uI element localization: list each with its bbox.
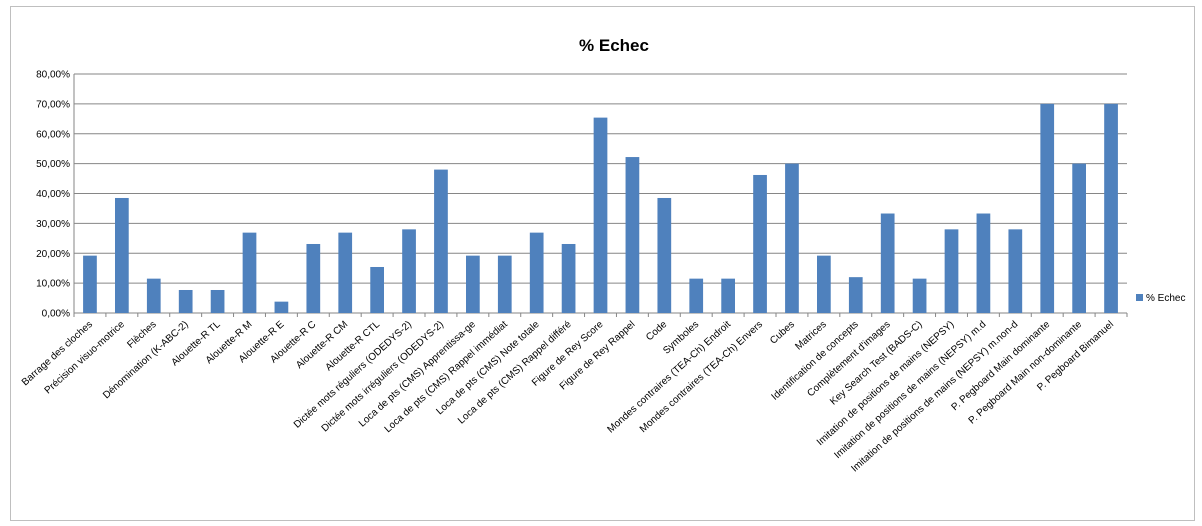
bar: [721, 278, 735, 313]
y-tick-label: 50,00%: [36, 159, 70, 170]
bar: [146, 278, 161, 313]
bar: [689, 278, 704, 313]
bar: [434, 169, 448, 313]
bar: [242, 232, 257, 313]
x-category-label: Cubes: [768, 319, 797, 347]
bar: [210, 289, 225, 313]
x-category-label: Alouette-R CTL: [324, 319, 383, 374]
bar: [817, 255, 831, 313]
bar: [306, 243, 321, 313]
legend-label: % Echec: [1146, 293, 1185, 304]
bar: [912, 278, 927, 313]
y-tick-label: 60,00%: [36, 129, 70, 140]
bars: [83, 103, 1118, 314]
bar: [1040, 103, 1055, 313]
x-category-label: Loca de pts (CMS) Apprentissa-ge: [357, 319, 478, 430]
bar: [625, 157, 640, 313]
bar: [1008, 229, 1023, 313]
x-axis: [73, 74, 1128, 317]
bar: [848, 277, 863, 313]
y-tick-label: 10,00%: [36, 279, 70, 290]
bar: [529, 232, 544, 313]
bar: [466, 255, 480, 313]
bar: [785, 163, 799, 313]
bar: [115, 197, 129, 313]
bar: [1072, 163, 1086, 313]
y-tick-label: 0,00%: [42, 309, 70, 320]
bar: [976, 213, 991, 313]
bar: [83, 255, 97, 313]
bar: [402, 229, 416, 313]
bar: [1104, 103, 1118, 313]
bar: [593, 117, 608, 314]
y-axis-tick-labels: 0,00% 10,00% 20,00% 30,00% 40,00% 50,00% 60,00…: [36, 70, 70, 320]
y-tick-label: 20,00%: [36, 249, 70, 260]
legend-swatch: [1136, 294, 1143, 301]
legend: % Echec: [1136, 293, 1185, 304]
bar: [497, 255, 512, 313]
bar-chart: % Echec 0,00% 10,00% 20,00% 30,00% 40,00% 50,…: [20, 36, 1186, 475]
bar: [274, 301, 289, 313]
y-tick-label: 40,00%: [36, 189, 70, 200]
y-tick-label: 80,00%: [36, 70, 70, 81]
bar: [561, 243, 576, 313]
y-tick-label: 30,00%: [36, 219, 70, 230]
chart-area: % Echec 0,00% 10,00% 20,00% 30,00% 40,00% 50,…: [10, 6, 1195, 521]
bar: [178, 289, 193, 313]
chart-title: % Echec: [579, 36, 649, 55]
bar: [880, 213, 895, 313]
bar: [370, 266, 384, 313]
y-tick-label: 70,00%: [36, 99, 70, 110]
bar: [338, 232, 353, 313]
x-category-label: Code: [644, 319, 669, 343]
bar: [753, 174, 767, 313]
bar: [657, 197, 672, 313]
bar: [944, 229, 959, 313]
